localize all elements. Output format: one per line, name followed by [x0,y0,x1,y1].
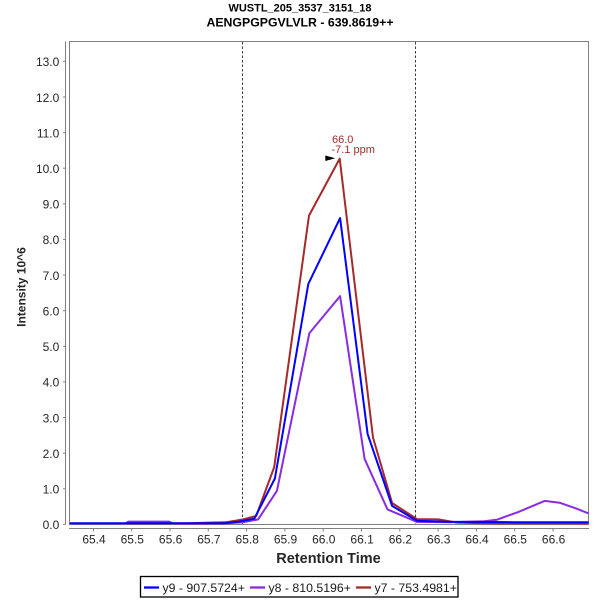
svg-text:66.1: 66.1 [350,533,374,547]
svg-text:0.0: 0.0 [43,518,60,532]
svg-text:66.4: 66.4 [465,533,489,547]
svg-text:9.0: 9.0 [43,198,60,212]
svg-text:11.0: 11.0 [37,126,60,140]
svg-text:65.4: 65.4 [82,533,106,547]
svg-text:AENGPGPGVLVLR - 639.8619++: AENGPGPGVLVLR - 639.8619++ [206,16,393,30]
svg-text:65.6: 65.6 [159,533,183,547]
svg-text:Retention Time: Retention Time [276,551,380,567]
svg-text:65.8: 65.8 [236,533,260,547]
svg-text:66.3: 66.3 [427,533,451,547]
svg-text:12.0: 12.0 [36,91,60,105]
svg-text:66.5: 66.5 [504,533,528,547]
svg-text:6.0: 6.0 [43,305,60,319]
svg-text:y8 - 810.5196+: y8 - 810.5196+ [269,581,351,595]
svg-text:8.0: 8.0 [43,233,60,247]
svg-text:Intensity 10^6: Intensity 10^6 [14,247,28,327]
svg-text:65.9: 65.9 [274,533,298,547]
svg-text:4.0: 4.0 [43,376,60,390]
svg-text:2.0: 2.0 [43,447,60,461]
svg-text:66.0: 66.0 [312,533,336,547]
svg-text:3.0: 3.0 [43,411,60,425]
svg-text:y9 - 907.5724+: y9 - 907.5724+ [163,581,245,595]
svg-text:7.0: 7.0 [43,269,60,283]
svg-text:66.6: 66.6 [542,533,566,547]
svg-text:5.0: 5.0 [43,340,60,354]
svg-text:-7.1 ppm: -7.1 ppm [332,144,375,156]
svg-text:WUSTL_205_3537_3151_18: WUSTL_205_3537_3151_18 [228,3,371,15]
svg-text:13.0: 13.0 [36,55,60,69]
svg-text:y7 - 753.4981+: y7 - 753.4981+ [375,581,457,595]
svg-text:65.7: 65.7 [197,533,221,547]
svg-text:1.0: 1.0 [43,483,60,497]
svg-text:66.2: 66.2 [389,533,413,547]
svg-text:66.0: 66.0 [332,134,353,146]
svg-text:65.5: 65.5 [121,533,145,547]
svg-text:10.0: 10.0 [36,162,60,176]
